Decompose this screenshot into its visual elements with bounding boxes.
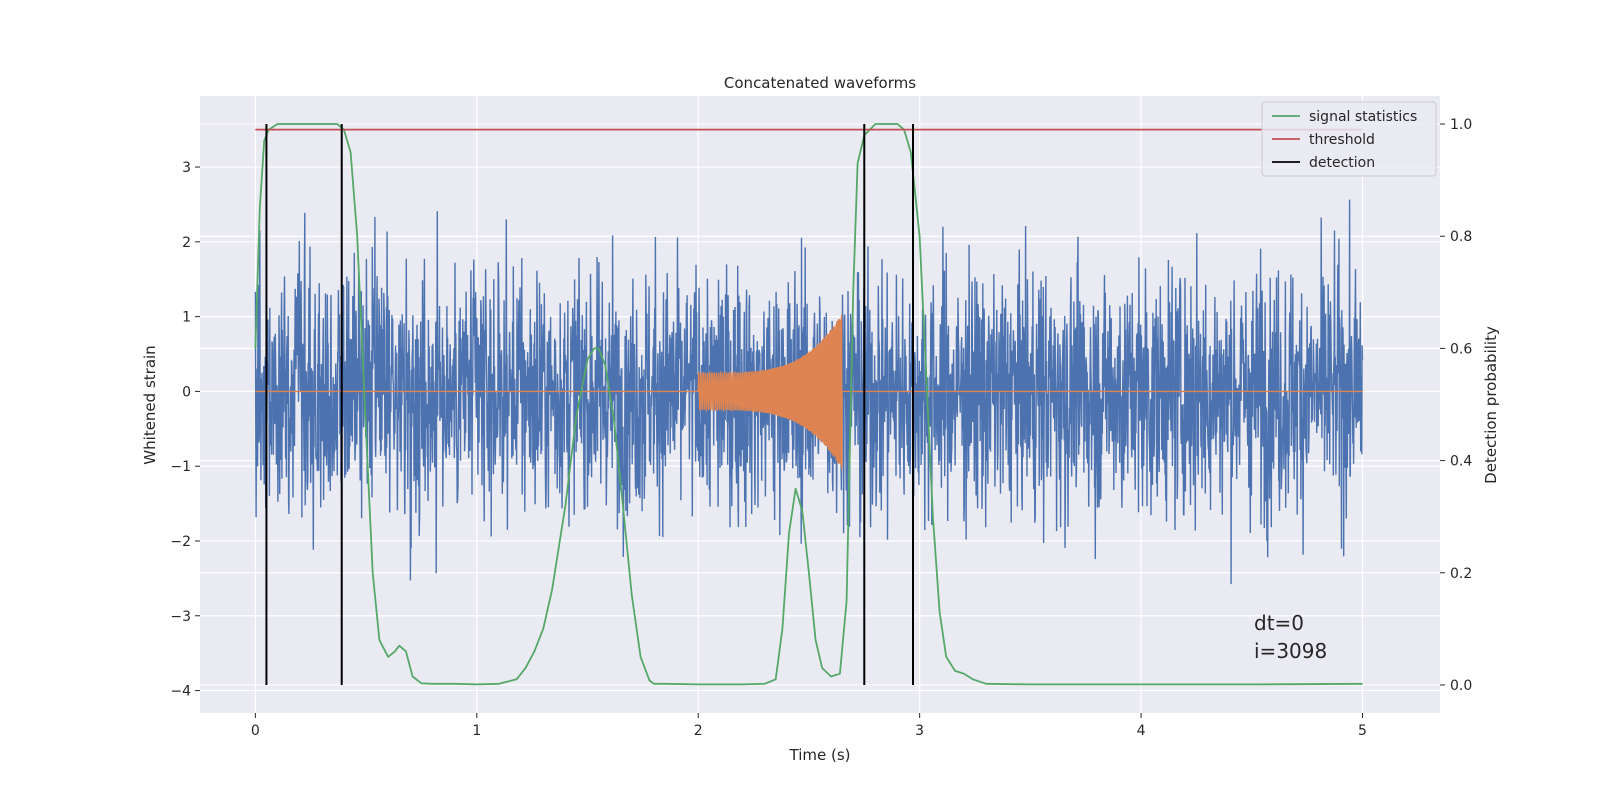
y2-tick-label: 0.6 <box>1450 341 1472 357</box>
x-axis-label: Time (s) <box>789 746 851 764</box>
y2-tick-label: 0.4 <box>1450 454 1472 470</box>
y2-tick-label: 0.0 <box>1450 678 1472 694</box>
legend-label-threshold: threshold <box>1309 132 1375 148</box>
legend-label-detection: detection <box>1309 155 1375 171</box>
x-tick-label: 5 <box>1358 723 1367 739</box>
x-tick-label: 0 <box>251 723 260 739</box>
chart-title: Concatenated waveforms <box>724 74 916 92</box>
template-line <box>255 315 1363 470</box>
y-tick-label: −4 <box>170 684 191 700</box>
ticks: 0 1 2 3 4 5 −4 −3 −2 −1 0 1 2 3 0.0 0.2 0.4 0.6 0.8 1.0 <box>170 117 1472 739</box>
y2-axis-label: Detection probability <box>1482 326 1500 484</box>
y-tick-label: −3 <box>170 609 191 625</box>
signal-statistics-layer <box>254 123 1363 686</box>
x-tick-label: 4 <box>1137 723 1146 739</box>
y-tick-label: 3 <box>182 160 191 176</box>
y2-tick-label: 0.2 <box>1450 566 1472 582</box>
annotation-dt: dt=0 <box>1254 611 1304 635</box>
y-tick-label: 0 <box>182 384 191 400</box>
template-trace <box>255 315 1363 470</box>
strain-line <box>254 199 1364 585</box>
strain-trace <box>254 199 1364 585</box>
y-tick-label: −2 <box>170 534 191 550</box>
y-tick-label: 1 <box>182 310 191 326</box>
y-axis-label: Whitened strain <box>141 345 159 464</box>
legend: signal statistics threshold detection <box>1261 101 1437 177</box>
y-tick-label: −1 <box>170 459 191 475</box>
y2-tick-label: 0.8 <box>1450 229 1472 245</box>
y-tick-label: 2 <box>182 235 191 251</box>
annotation-index: i=3098 <box>1254 639 1327 663</box>
x-tick-label: 2 <box>694 723 703 739</box>
legend-box <box>1261 101 1437 177</box>
x-tick-label: 1 <box>472 723 481 739</box>
x-tick-label: 3 <box>915 723 924 739</box>
y2-tick-label: 1.0 <box>1450 117 1472 133</box>
legend-label-signal-statistics: signal statistics <box>1309 109 1417 125</box>
